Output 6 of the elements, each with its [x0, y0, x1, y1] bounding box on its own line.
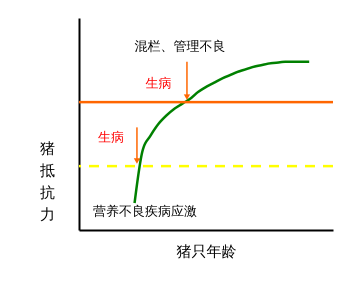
annotation: 营养不良疾病应激 — [92, 203, 197, 220]
y-axis-title: 猪抵抗力 — [39, 140, 55, 224]
text: 混栏、管理不良 — [134, 40, 226, 55]
annotation: 生病 — [145, 76, 172, 92]
annotation: 生病 — [98, 130, 124, 146]
x-axis-title: 猪只年龄 — [176, 242, 236, 260]
